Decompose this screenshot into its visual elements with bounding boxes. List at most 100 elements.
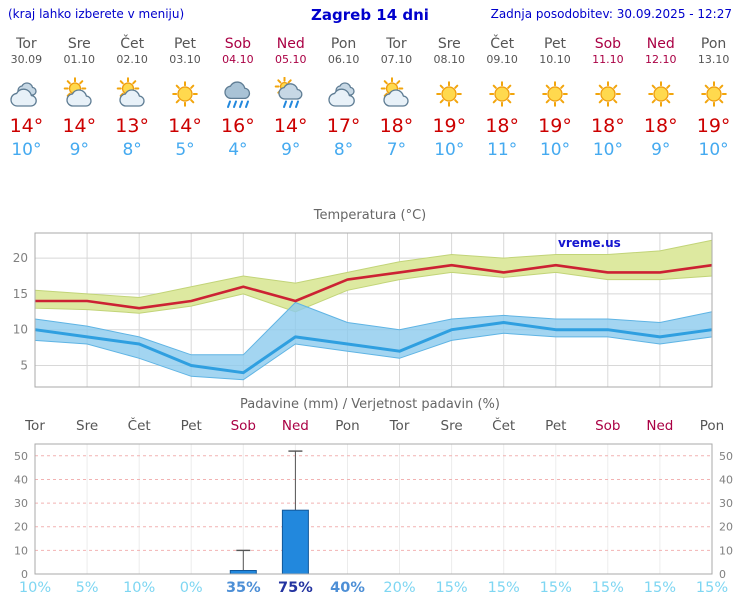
cloudy-icon [9,77,43,111]
precip-bar [229,570,257,575]
precip-probability-label: 5% [76,580,99,596]
cloudy-icon [327,77,361,111]
day-column-2: Sre 01.10 14° 9° [53,36,106,160]
precip-ytick-label-left: 20 [14,521,28,534]
day-high-temp: 14° [168,115,202,137]
day-column-8: Tor 07.10 18° 7° [370,36,423,160]
precip-probability-label: 15% [540,580,572,596]
day-column-4: Pet 03.10 14° 5° [159,36,212,160]
day-high-temp: 18° [643,115,678,137]
day-high-temp: 18° [379,115,414,137]
day-low-temp: 10° [698,140,729,160]
precip-probability-label: 10% [123,580,155,596]
day-high-temp: 14° [9,115,44,137]
watermark: vreme.us [558,236,621,250]
day-low-temp: 10° [11,140,42,160]
day-name: Pon [700,36,727,52]
day-date: 10.10 [539,53,571,66]
partly-cloudy-icon [379,77,413,111]
chart-day-label: Čet [492,416,515,434]
precip-ytick-label-left: 10 [14,544,28,557]
chart-day-label: Pon [335,418,359,434]
day-date: 06.10 [327,53,360,66]
precip-ytick-label-left: 40 [14,474,28,487]
day-low-temp: 5° [175,140,195,160]
day-name: Pon [330,36,357,52]
chart-day-label: Čet [128,416,151,434]
day-high-temp: 14° [62,115,97,137]
day-date: 11.10 [592,53,624,66]
partly-cloudy-icon [115,77,149,111]
day-column-14: Pon 13.10 19° 10° [687,36,740,160]
chart-day-label: Pet [545,418,566,434]
partly-cloudy-icon [62,77,96,111]
day-high-temp: 18° [485,115,519,137]
day-high-temp: 19° [538,115,572,137]
page-title: Zagreb 14 dni [311,6,429,24]
temperature-chart: 5 10 15 20 vreme.us [13,232,713,388]
day-column-10: Čet 09.10 18° 11° [476,36,529,160]
precip-bar [281,509,309,575]
day-name: Sre [67,36,91,52]
day-name: Sob [224,36,252,52]
chart-day-label: Tor [24,418,45,434]
day-name: Pet [173,36,197,52]
chart-day-label: Ned [646,418,673,434]
day-low-temp: 11° [487,140,518,160]
sunny-icon [697,77,731,111]
forecast-strip: Tor 30.09 14° 10° Sre 01.10 14° 9° Čet 02.10 13° 8°… [0,26,740,160]
day-low-temp: 10° [434,140,465,160]
day-high-temp: 14° [273,115,308,137]
chart-day-label: Pet [181,418,202,434]
day-date: 07.10 [380,53,413,66]
temp-ytick-label: 10 [13,323,28,337]
day-name: Čet [120,36,145,52]
day-low-temp: 9° [651,140,671,160]
sunny-icon [432,77,466,111]
day-name: Tor [386,36,407,52]
day-date: 13.10 [697,53,730,66]
precip-ytick-label-right: 0 [719,568,726,581]
day-date: 12.10 [644,53,677,66]
day-date: 30.09 [10,53,43,66]
precip-probability-label: 15% [435,580,467,596]
day-date: 05.10 [274,53,307,66]
chart-day-label: Sre [441,418,463,434]
day-low-temp: 7° [386,140,407,160]
temp-ytick-label: 20 [13,251,28,265]
day-column-1: Tor 30.09 14° 10° [0,36,53,160]
day-name: Ned [276,36,305,52]
precipitation-section: Padavine (mm) / Verjetnost padavin (%) 0… [0,397,740,598]
day-low-temp: 8° [333,140,354,160]
chart-day-label: Sob [595,418,620,434]
precip-ytick-label-right: 30 [719,497,733,510]
day-high-temp: 16° [221,115,255,137]
day-name: Pet [544,36,567,52]
day-column-5: Sob 04.10 16° 4° [211,36,264,160]
day-high-temp: 13° [115,115,149,137]
day-high-temp: 17° [326,115,361,137]
day-column-6: Ned 05.10 14° 9° [264,36,317,160]
day-name: Tor [16,36,37,52]
temperature-section: Temperatura (°C) 5 10 15 20 vreme.us [0,208,740,395]
precip-probability-label: 15% [488,580,520,596]
day-low-temp: 4° [228,140,248,160]
sunny-icon [168,77,202,111]
precip-probability-label: 75% [278,580,313,596]
temp-ytick-label: 15 [13,287,28,301]
day-date: 04.10 [222,53,254,66]
day-date: 03.10 [169,53,201,66]
precipitation-chart: 0 0 10 10 20 20 30 30 40 40 50 50 Tor Sre Čet Pet Sob Ned… [14,416,733,596]
chart-day-label: Ned [282,418,309,434]
day-name: Ned [646,36,675,52]
day-date: 09.10 [486,53,518,66]
precip-ytick-label-left: 30 [14,497,28,510]
precip-probability-label: 0% [180,580,203,596]
day-column-13: Ned 12.10 18° 9° [634,36,687,160]
min-temp-range-band [34,301,713,381]
max-temp-line [35,263,713,310]
day-date: 02.10 [116,53,148,66]
sunny-icon [644,77,678,111]
day-column-12: Sob 11.10 18° 10° [581,36,634,160]
sun-rain-icon [274,77,308,111]
